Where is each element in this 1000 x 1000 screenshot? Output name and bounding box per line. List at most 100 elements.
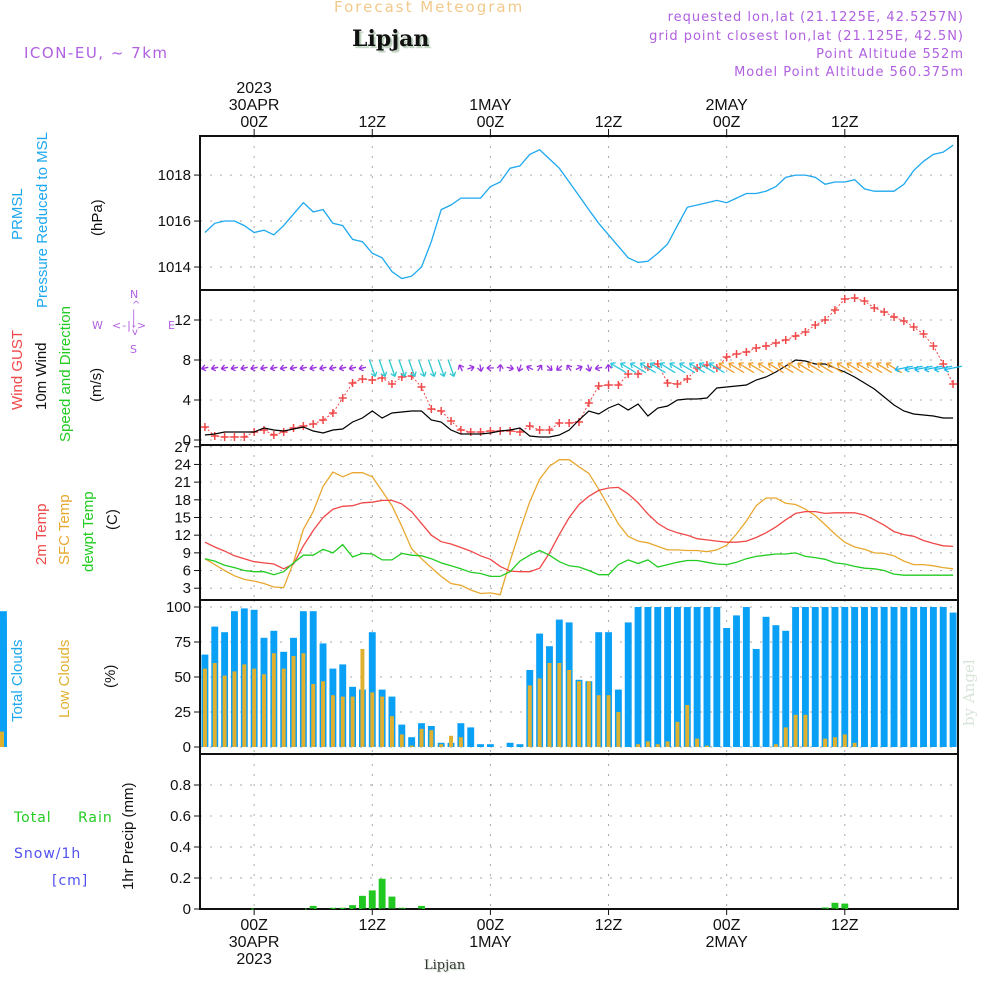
low-clouds-bar: [429, 730, 434, 747]
compass-cross-icon: <-|->: [112, 319, 148, 332]
top-time-label: 30APR: [229, 97, 280, 114]
total-clouds-bar: [486, 744, 494, 747]
low-clouds-bar: [695, 738, 700, 747]
wind-direction-arrow: [358, 364, 366, 372]
total-clouds-bar: [939, 607, 947, 747]
wind-direction-arrow: [787, 362, 804, 374]
total-clouds-bar: [772, 625, 780, 747]
gust-marker: [860, 297, 869, 305]
gust-marker: [830, 306, 839, 314]
low-clouds-bar: [783, 727, 788, 747]
rain-bar: [378, 878, 386, 909]
model-altitude: Model Point Altitude 560.375m: [734, 65, 964, 80]
low-clouds-bar: [803, 714, 808, 747]
wind-direction-arrow: [536, 364, 543, 372]
wind-direction-arrow: [279, 364, 288, 372]
gust-marker: [673, 380, 682, 388]
wind-direction-arrow: [437, 359, 447, 378]
low-clouds-bar: [567, 670, 572, 747]
wind-direction-arrow: [447, 359, 457, 378]
rain-bar: [349, 905, 357, 909]
gust-marker: [821, 316, 830, 324]
wind-direction-arrow: [806, 362, 824, 374]
bottom-time-label: 30APR: [229, 934, 280, 951]
low-clouds-bar: [655, 744, 660, 747]
gust-marker: [683, 375, 692, 383]
point-altitude: Point Altitude 552m: [816, 47, 964, 62]
low-clouds-bar: [311, 684, 316, 747]
y-tick-label: 0: [183, 901, 191, 918]
gust-marker: [240, 433, 249, 441]
gust-marker: [604, 381, 613, 389]
total-clouds-bar: [634, 607, 642, 747]
rain-bar: [358, 895, 366, 909]
total-clouds-bar: [506, 742, 514, 747]
y-tick-label: 1018: [158, 167, 191, 184]
low-clouds-bar: [793, 714, 798, 747]
total-clouds-bar: [457, 723, 465, 747]
low-clouds-bar: [557, 663, 562, 747]
top-time-label: 00Z: [240, 114, 268, 131]
compass-vertical-icon: ^ | | v: [132, 300, 141, 338]
wind-direction-arrow: [388, 359, 398, 378]
gust-marker: [200, 423, 209, 431]
gust-marker: [348, 379, 357, 387]
gust-marker: [929, 342, 938, 350]
wind-direction-arrow: [398, 359, 407, 378]
total-clouds-bar: [900, 607, 908, 747]
y-tick-label: 0.6: [170, 808, 191, 825]
low-clouds-bar: [586, 681, 591, 747]
gust-marker: [447, 417, 456, 425]
gust-marker: [791, 332, 800, 340]
y-tick-label: 15: [174, 509, 191, 526]
total-clouds-bar: [309, 611, 317, 747]
gust-marker: [722, 353, 731, 361]
low-clouds-bar: [616, 712, 621, 747]
bottom-time-label: 12Z: [358, 917, 386, 934]
gust-marker: [387, 380, 396, 388]
gust-marker: [456, 426, 465, 434]
y-tick-label: 3: [183, 580, 191, 597]
low-clouds-bar: [419, 728, 424, 747]
wind-direction-arrow: [846, 362, 863, 374]
gust-marker: [427, 405, 436, 413]
wind-direction-arrow: [856, 362, 873, 374]
wind-direction-arrow: [659, 362, 676, 374]
y-tick-label: 0: [183, 739, 191, 756]
wind-direction-arrow: [679, 362, 696, 374]
gust-marker: [870, 304, 879, 312]
gust-marker: [230, 433, 239, 441]
total-clouds-bar: [782, 630, 790, 747]
sfc-temp-line: [204, 459, 954, 596]
gust-marker: [614, 381, 623, 389]
compass-n: N: [130, 288, 139, 301]
rain-bar: [398, 907, 406, 909]
wind-direction-arrow: [649, 362, 666, 374]
footer-station: Lipjan: [424, 958, 466, 973]
y-tick-label: 100: [166, 599, 191, 616]
low-clouds-bar: [705, 745, 709, 747]
snow-label: Snow/1h: [14, 846, 82, 862]
bottom-time-label: 1MAY: [469, 934, 512, 951]
wind-direction-arrow: [546, 365, 553, 371]
low-clouds-bar: [606, 695, 611, 747]
wind-direction-arrow: [924, 365, 943, 373]
y-tick-label: 4: [183, 392, 191, 409]
wind-direction-arrow: [556, 365, 563, 371]
top-time-label: 12Z: [595, 114, 623, 131]
low-clouds-bar: [577, 681, 581, 747]
low-clouds-bar: [527, 685, 532, 747]
total-clouds-bar: [467, 727, 475, 747]
total-clouds-bar: [516, 744, 524, 747]
low-clouds-bar: [271, 653, 276, 747]
wind-direction-arrow: [506, 364, 515, 372]
low-clouds-bar: [823, 738, 828, 747]
total-clouds-bar: [683, 607, 691, 747]
low-clouds-bar: [370, 692, 375, 747]
low-clouds-bar: [360, 649, 365, 747]
gust-marker: [437, 407, 446, 415]
low-clouds-bar: [547, 663, 552, 747]
wind-direction-arrow: [201, 364, 209, 372]
gust-marker: [742, 348, 751, 356]
wind-direction-arrow: [408, 359, 417, 378]
